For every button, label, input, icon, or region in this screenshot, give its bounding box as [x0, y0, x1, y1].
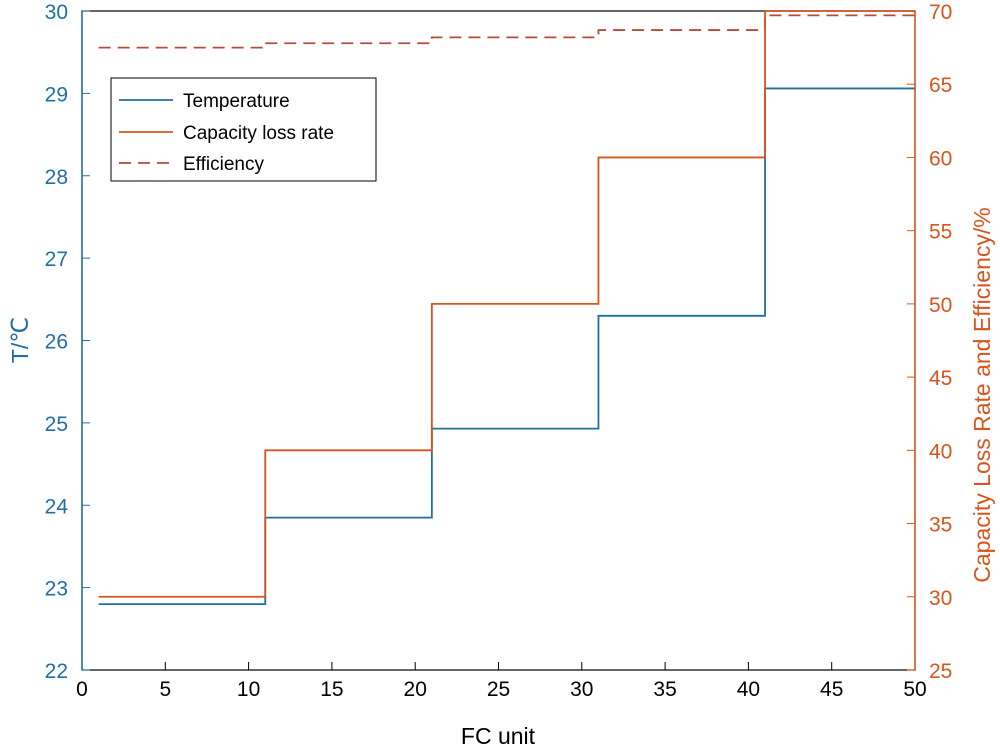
legend-label-temperature: Temperature [183, 91, 290, 112]
left-tick-label-5: 27 [45, 248, 68, 271]
legend-box [110, 77, 377, 182]
left-tick-label-8: 30 [45, 1, 68, 24]
left-tick-label-3: 25 [45, 413, 68, 436]
right-tick-label-8: 65 [929, 74, 952, 97]
x-tick-label-6: 30 [570, 678, 593, 701]
left-tick-label-4: 26 [45, 331, 68, 354]
left-axis-title: T/℃ [7, 317, 33, 363]
right-tick-label-0: 25 [929, 660, 952, 683]
right-tick-label-6: 55 [929, 221, 952, 244]
x-tick-label-4: 20 [404, 678, 427, 701]
right-tick-label-5: 50 [929, 294, 952, 317]
right-tick-label-2: 35 [929, 514, 952, 537]
x-tick-label-10: 50 [903, 678, 926, 701]
series-line-capacity-loss-rate [98, 10, 915, 598]
x-tick-label-1: 5 [159, 678, 171, 701]
series-lines [98, 10, 915, 605]
right-tick-label-3: 40 [929, 440, 952, 463]
right-tick-label-9: 70 [929, 1, 952, 24]
right-axis-title: Capacity Loss Rate and Efficiency/% [969, 207, 995, 582]
left-axis-ticks: 22 23 24 25 26 27 28 29 30 [45, 1, 90, 683]
legend-label-efficiency: Efficiency [183, 154, 264, 175]
left-tick-label-2: 24 [45, 495, 69, 518]
left-tick-label-6: 28 [45, 166, 68, 189]
x-axis-ticks: 0 5 10 15 20 25 30 35 40 45 50 [76, 662, 927, 701]
x-tick-label-8: 40 [737, 678, 760, 701]
x-axis-title: FC unit [461, 723, 536, 749]
x-tick-label-2: 10 [237, 678, 260, 701]
right-axis-ticks: 25 30 35 40 45 50 55 60 65 70 [907, 1, 952, 683]
x-tick-label-9: 45 [820, 678, 843, 701]
x-tick-label-5: 25 [487, 678, 510, 701]
x-tick-label-3: 15 [320, 678, 343, 701]
left-tick-label-0: 22 [45, 660, 68, 683]
right-tick-label-4: 45 [929, 367, 952, 390]
left-tick-label-7: 29 [45, 83, 68, 106]
x-tick-label-7: 35 [653, 678, 676, 701]
x-tick-label-0: 0 [76, 678, 88, 701]
legend-label-capacity-loss-rate: Capacity loss rate [183, 123, 334, 144]
left-tick-label-1: 23 [45, 578, 68, 601]
right-tick-label-1: 30 [929, 587, 952, 610]
right-tick-label-7: 60 [929, 147, 952, 170]
legend: Temperature Capacity loss rate Efficienc… [110, 77, 377, 182]
